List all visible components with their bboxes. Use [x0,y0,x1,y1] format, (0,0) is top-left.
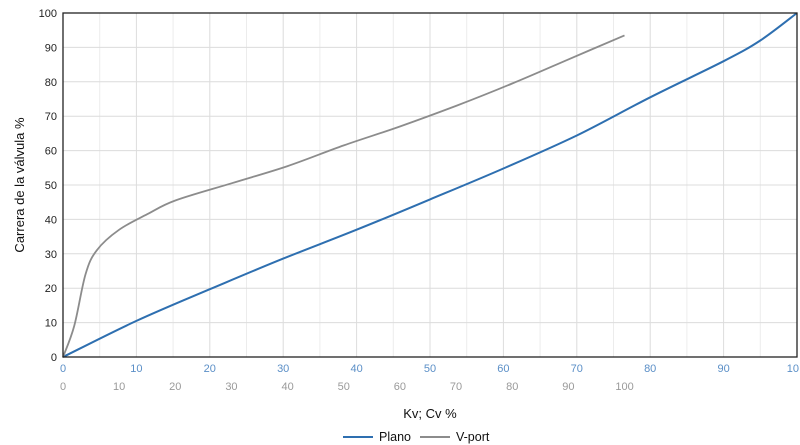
y-tick-label: 60 [45,146,57,158]
y-tick-label: 0 [51,352,57,364]
y-tick-label: 90 [45,42,57,54]
x-tick-label: 20 [169,381,181,393]
y-tick-label: 100 [39,8,57,20]
x-tick-label: 70 [571,363,583,375]
grid [63,13,797,357]
x-tick-label: 70 [450,381,462,393]
x-tick-label: 40 [350,363,362,375]
x-tick-label: 60 [394,381,406,393]
x-tick-label: 20 [204,363,216,375]
x-tick-label: 90 [717,363,729,375]
legend-label-plano: Plano [379,430,411,444]
x-tick-label: 10 [130,363,142,375]
plot-frame [62,12,798,358]
x-tick-label: 30 [225,381,237,393]
x-tick-label: 10 [787,363,799,375]
y-tick-label: 10 [45,318,57,330]
x-tick-label: 100 [615,381,633,393]
x-tick-label: 10 [113,381,125,393]
x-tick-label: 0 [60,381,66,393]
x-tick-label: 80 [506,381,518,393]
x-tick-label: 50 [338,381,350,393]
series-line-plano [62,12,798,358]
x-tick-label: 80 [644,363,656,375]
x-tick-labels: 0 10 20 30 40 50 60 70 80 90 100 10 20 30 40 50 60 70 80 90… [60,363,799,393]
legend: Plano V-port [343,430,490,444]
x-tick-label: 60 [497,363,509,375]
y-tick-label: 20 [45,283,57,295]
y-tick-label: 30 [45,249,57,261]
x-axis-label: Kv; Cv % [403,406,457,421]
x-tick-label: 50 [424,363,436,375]
y-tick-label: 50 [45,180,57,192]
x-tick-label: 30 [277,363,289,375]
y-tick-labels: 0 10 20 30 40 50 60 70 80 90 100 [39,8,57,364]
y-tick-label: 80 [45,77,57,89]
x-tick-label: 90 [562,381,574,393]
x-tick-label: 40 [281,381,293,393]
y-axis-label: Carrera de la válvula % [12,117,27,253]
legend-label-vport: V-port [456,430,490,444]
y-tick-label: 40 [45,214,57,226]
x-tick-label: 0 [60,363,66,375]
series-line-vport [62,34,625,358]
series-lines [62,12,798,358]
y-tick-label: 70 [45,111,57,123]
